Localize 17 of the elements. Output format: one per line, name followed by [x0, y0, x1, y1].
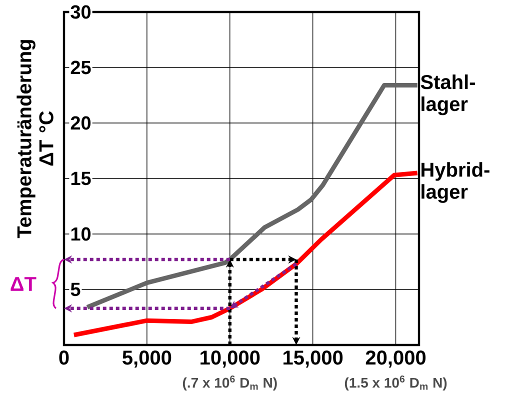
y-tick-label: 10: [71, 227, 91, 241]
text: ΔT: [10, 277, 36, 291]
y-tick-label: 20: [70, 116, 91, 130]
x-tick-label: 5,000: [122, 350, 172, 368]
y-tick-label: 30: [70, 5, 91, 19]
text: (.7 x 10$^{6}$ D$_{m}$ N): [182, 376, 277, 390]
x-tick-label: 0: [59, 350, 69, 365]
x-tick-label: 20,000: [366, 350, 426, 368]
x-tick-label: 15,000: [284, 350, 343, 368]
y-tick-label: 15: [71, 172, 91, 186]
y-axis-title: Temperaturänderung ΔT °C: [16, 40, 54, 238]
y-tick-label: 5: [70, 282, 80, 296]
x-tick-label: 10,000: [200, 350, 260, 368]
text: (1.5 x 10$^{6}$ D$_{m}$ N): [344, 376, 447, 390]
y-tick-label: 25: [70, 60, 91, 74]
series-label: Stahl-lager: [420, 74, 475, 116]
series-label: Hybrid-lager: [422, 162, 490, 203]
